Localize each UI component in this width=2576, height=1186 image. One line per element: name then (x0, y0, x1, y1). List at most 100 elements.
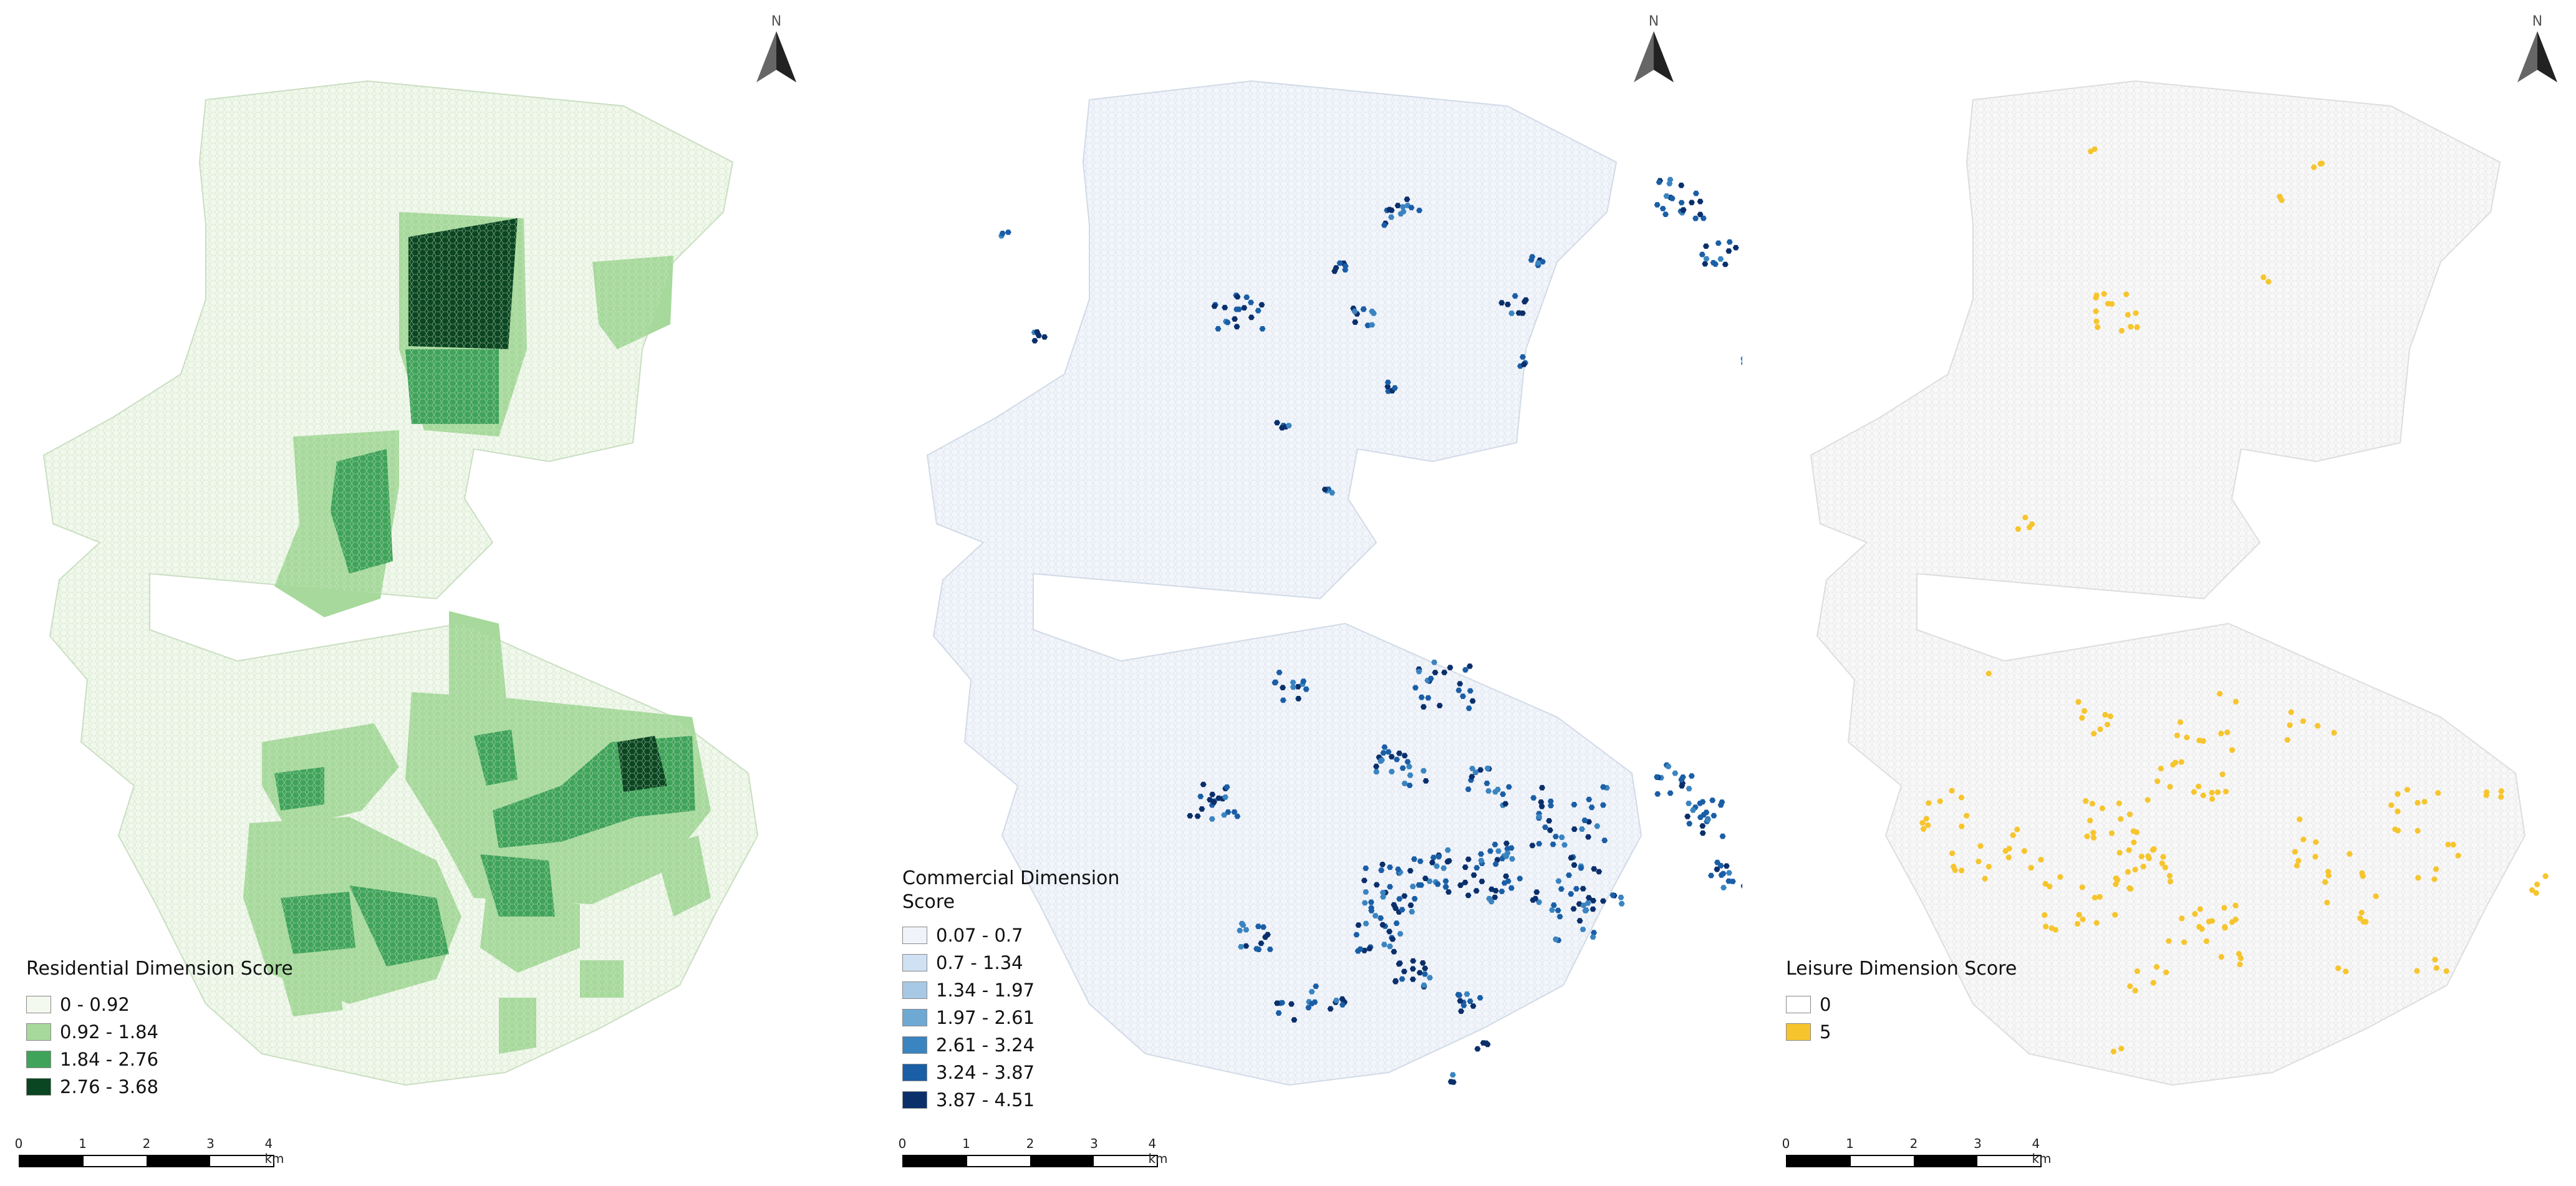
scale-tick-label: 1 (79, 1136, 87, 1151)
commercial-hotspot (1710, 260, 1717, 266)
commercial-hotspot (1248, 299, 1254, 306)
leisure-hotspot (2154, 778, 2161, 784)
leisure-hotspot (2084, 833, 2090, 839)
leisure-hotspot (2134, 324, 2141, 330)
legend-label: 0.7 - 1.34 (936, 952, 1023, 973)
leisure-hotspot (2132, 988, 2139, 993)
commercial-hotspot (1725, 870, 1732, 876)
commercial-hotspot (1467, 663, 1473, 669)
commercial-hotspot (1740, 883, 1742, 889)
leisure-hotspot (2434, 790, 2441, 796)
scale-tick-label: 4 km (264, 1136, 284, 1166)
leisure-hotspot (2090, 830, 2096, 836)
leisure-hotspot (2181, 939, 2188, 945)
scale-ticks: 0 1 2 3 4 km (1782, 1136, 2052, 1166)
commercial-hotspot (1492, 894, 1498, 900)
commercial-hotspot (1264, 932, 1271, 938)
commercial-hotspot (1469, 766, 1476, 771)
commercial-hotspot (1717, 802, 1724, 808)
north-label: N (1648, 14, 1659, 29)
scale-tick-label: 0 (14, 1136, 23, 1151)
commercial-hotspot (1502, 801, 1509, 807)
commercial-hotspot (1411, 896, 1418, 902)
commercial-hotspot (1465, 892, 1472, 899)
commercial-hotspot (1672, 770, 1679, 776)
commercial-hotspot (1279, 1000, 1286, 1006)
leisure-hotspot (2006, 846, 2012, 852)
commercial-hotspot (1422, 965, 1429, 971)
commercial-hotspot (1368, 899, 1374, 905)
commercial-hotspot (1308, 1001, 1315, 1006)
leisure-hotspot (2091, 895, 2098, 900)
commercial-hotspot (1388, 754, 1395, 759)
commercial-hotspot (1300, 678, 1307, 684)
commercial-hotspot (1407, 902, 1414, 909)
commercial-hotspot (1352, 319, 1359, 325)
commercial-hotspot (1492, 861, 1499, 867)
commercial-hotspot (1442, 884, 1449, 890)
leisure-hotspot (2414, 875, 2421, 881)
leisure-hotspot (2276, 194, 2283, 200)
leisure-hotspot (2113, 875, 2120, 881)
commercial-hotspot (1278, 425, 1285, 431)
commercial-hotspot (1422, 778, 1429, 784)
commercial-hotspot (1665, 763, 1672, 769)
commercial-hotspot (1477, 995, 1483, 1001)
commercial-hotspot (1590, 898, 1596, 904)
leisure-hotspot (1977, 843, 1984, 849)
commercial-hotspot (1224, 319, 1231, 325)
commercial-hotspot (1327, 1006, 1334, 1012)
commercial-hotspot (1717, 256, 1724, 262)
leisure-hotspot (1949, 851, 1956, 856)
leisure-hotspot (2232, 698, 2239, 705)
commercial-hotspot (1555, 907, 1561, 914)
commercial-hotspot (1288, 1001, 1295, 1007)
commercial-hotspot (1379, 757, 1385, 763)
commercial-hotspot (1455, 687, 1462, 693)
commercial-hotspot (1255, 307, 1261, 314)
commercial-hotspot (1492, 789, 1498, 795)
commercial-hotspot (1276, 670, 1283, 675)
commercial-hotspot (1469, 698, 1476, 704)
commercial-hotspot (1420, 768, 1427, 774)
legend-swatch (26, 1023, 51, 1041)
north-arrow: N (751, 14, 801, 85)
leisure-hotspot (2093, 308, 2100, 314)
commercial-hotspot (1539, 784, 1545, 791)
commercial-hotspot (1703, 809, 1710, 816)
commercial-hotspot (1477, 767, 1484, 773)
commercial-hotspot (1573, 886, 1580, 892)
leisure-hotspot (2169, 761, 2176, 768)
commercial-hotspot (1508, 311, 1515, 316)
scale-tick-label: 2 (1909, 1136, 1918, 1151)
legend-item: 0.92 - 1.84 (26, 1018, 293, 1046)
leisure-hotspot (2144, 853, 2151, 859)
commercial-hotspot (1494, 857, 1501, 863)
commercial-hotspot (1686, 801, 1692, 806)
commercial-hotspot (1501, 880, 1508, 886)
leisure-hotspot (2335, 965, 2342, 971)
legend-item: 0.07 - 0.7 (902, 922, 1164, 949)
commercial-hotspot (1387, 884, 1393, 890)
scale-tick-label: 1 (962, 1136, 970, 1151)
leisure-hotspot (2191, 789, 2197, 795)
leisure-hotspot (2094, 324, 2101, 330)
leisure-hotspot (2445, 842, 2451, 847)
commercial-hotspot (1381, 744, 1388, 750)
commercial-hotspot (1353, 932, 1360, 938)
leisure-hotspot (2052, 927, 2059, 933)
commercial-hotspot (1373, 763, 1379, 769)
legend-item: 1.34 - 1.97 (902, 976, 1164, 1004)
leisure-hotspot (2113, 881, 2119, 887)
commercial-hotspot (999, 231, 1006, 236)
leisure-hotspot (2082, 798, 2089, 804)
commercial-hotspot (1474, 1046, 1481, 1052)
commercial-hotspot (1442, 878, 1449, 884)
commercial-hotspot (1291, 1017, 1298, 1023)
commercial-hotspot (1409, 884, 1416, 889)
leisure-hotspot (1963, 812, 1970, 819)
leisure-hotspot (2166, 873, 2173, 879)
commercial-hotspot (1667, 790, 1674, 796)
leisure-hotspot (2342, 968, 2349, 975)
commercial-hotspot (1503, 854, 1510, 859)
